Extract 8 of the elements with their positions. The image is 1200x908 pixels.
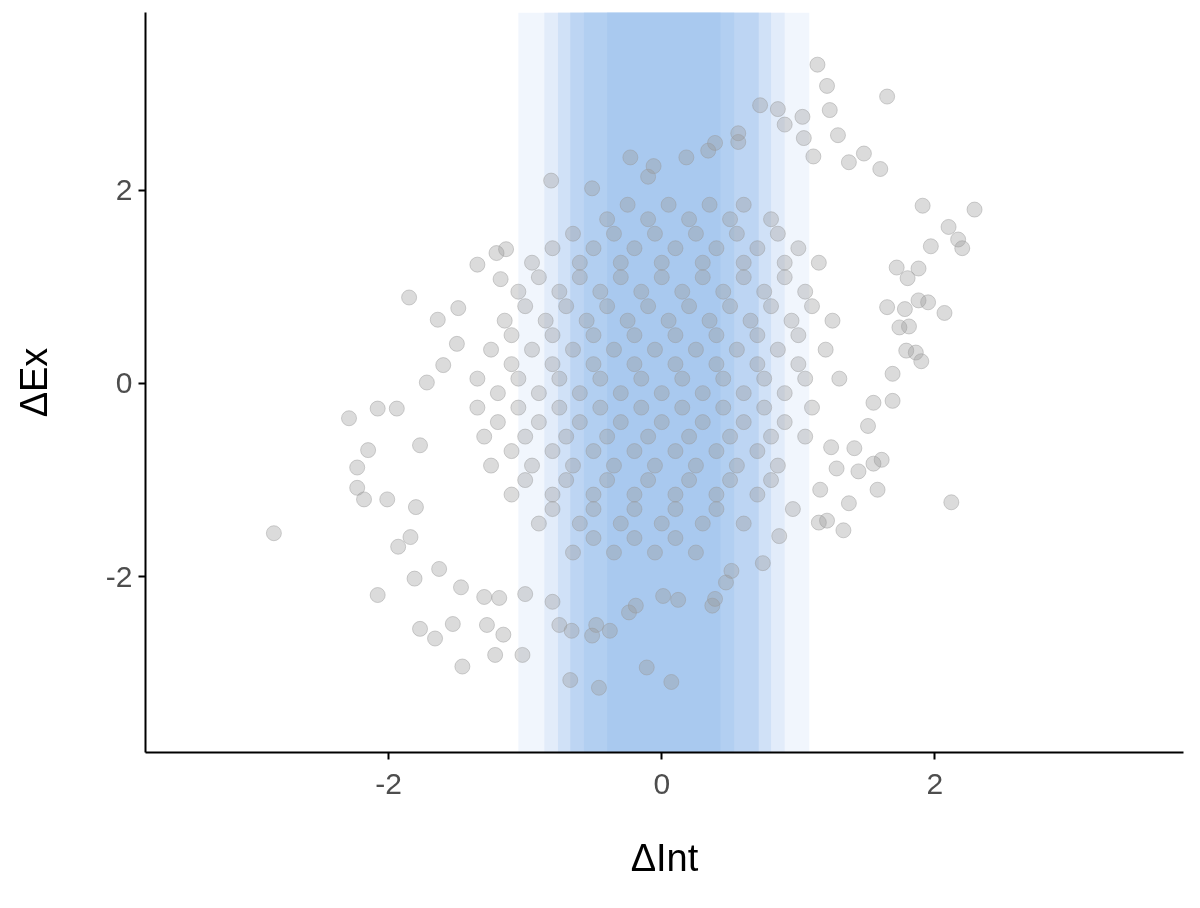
y-tick-label: 2 bbox=[115, 173, 133, 207]
x-tick-label: -2 bbox=[375, 766, 402, 800]
y-axis-title: ΔEx bbox=[12, 347, 55, 418]
y-tick-label: 0 bbox=[115, 366, 133, 400]
x-tick-label: 2 bbox=[926, 766, 944, 800]
y-tick-label: -2 bbox=[105, 559, 133, 593]
x-tick-label: 0 bbox=[653, 766, 671, 800]
x-axis-title: ΔInt bbox=[630, 836, 699, 879]
